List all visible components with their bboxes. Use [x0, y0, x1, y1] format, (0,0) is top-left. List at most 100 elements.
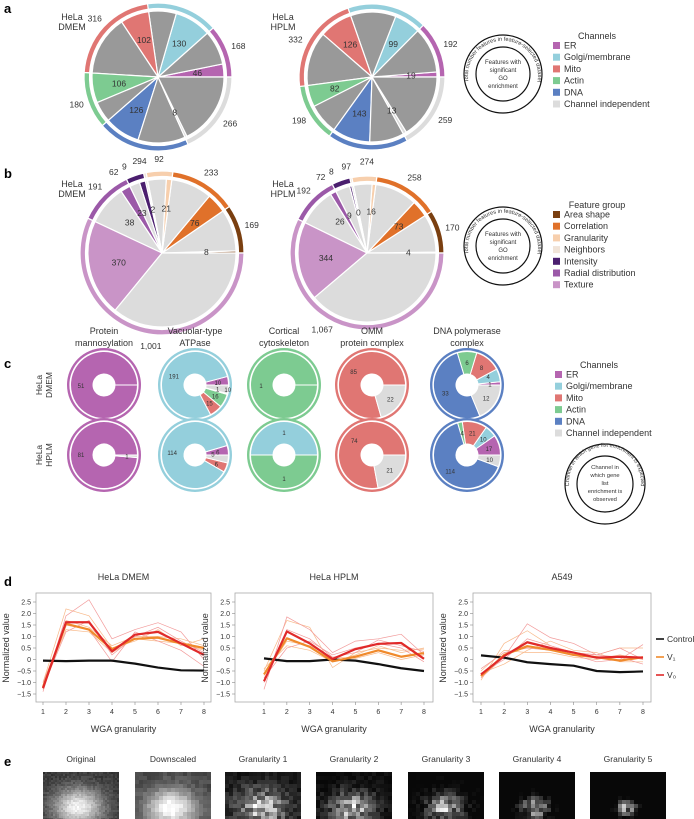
sig-label: 8 — [172, 108, 177, 118]
slice-label: 6 — [215, 462, 219, 468]
sig-label: 2 — [151, 204, 156, 214]
slice-label: 17 — [486, 447, 493, 453]
donut-omm-protein-complex-hplm: 74 21 — [335, 418, 409, 492]
inner-text-1: Features with — [485, 232, 521, 238]
slice-channel-independent — [374, 384, 407, 418]
outer-ring-channel-independent — [403, 76, 446, 142]
x-tick-label: 1 — [41, 709, 45, 716]
inner-text-4: enrichment — [488, 256, 518, 262]
legend-title: Feature group — [569, 200, 626, 210]
x-tick-label: 8 — [202, 709, 206, 716]
legend-title: Channels — [578, 31, 617, 41]
legend-label-neighbors: Neighbors — [564, 245, 606, 255]
x-tick-label: 4 — [110, 709, 114, 716]
legend-label-mito: Mito — [564, 64, 581, 74]
sig-label: 4 — [406, 247, 411, 257]
slice-label: 1 — [125, 455, 129, 461]
donut-vacuolar-type-atpase-hplm: 6 114 65 — [158, 418, 232, 492]
total-label: 168 — [231, 41, 245, 51]
total-label: 233 — [204, 168, 218, 178]
series-line-control — [263, 657, 425, 673]
inner-text-4: enrichment — [488, 84, 518, 90]
donut-protein-mannosylation-dmem: 51 — [67, 348, 141, 422]
y-tick-label: 0.5 — [220, 646, 230, 653]
y-tick-label: 1.0 — [21, 634, 31, 641]
column-title: mannosylation — [75, 338, 133, 348]
replicate-line-v1 — [263, 640, 425, 676]
plot-frame — [35, 592, 212, 703]
column-title: complex — [450, 338, 484, 348]
y-tick-label: 2.0 — [220, 611, 230, 618]
x-tick-label: 6 — [156, 709, 160, 716]
sig-label: 370 — [112, 258, 126, 268]
sig-label: 344 — [319, 253, 333, 263]
x-tick-label: 2 — [502, 709, 506, 716]
slice-label: 33 — [442, 392, 449, 398]
column-title: Vacuolar-type — [168, 326, 223, 336]
image-title: Granularity 2 — [330, 754, 379, 764]
slice-label: 12 — [483, 397, 490, 403]
slice-label: 6 — [465, 361, 469, 367]
x-tick-label: 1 — [479, 709, 483, 716]
column-title: protein complex — [340, 338, 404, 348]
legend-diagram-c: Channel in which gene list enrichment is… — [564, 443, 646, 525]
slice-er — [70, 421, 139, 489]
y-tick-label: 2.5 — [458, 600, 468, 607]
image-title: Original — [66, 754, 95, 764]
sig-label: 102 — [137, 35, 151, 45]
sig-label: 106 — [112, 78, 126, 88]
panel-label-b: b — [4, 166, 12, 181]
sig-label: 82 — [330, 83, 340, 93]
legend-label-granularity: Granularity — [564, 233, 609, 243]
sig-wedge-texture — [87, 220, 163, 312]
x-tick-label: 1 — [262, 709, 266, 716]
x-tick-label: 3 — [308, 709, 312, 716]
slice-label: 1 — [282, 477, 286, 483]
panel-label-c: c — [4, 356, 11, 371]
slice-channel-independent — [476, 454, 502, 468]
image-title: Downscaled — [150, 754, 197, 764]
legend-swatch-granularity — [553, 234, 560, 242]
outer-ring-granularity — [145, 170, 174, 179]
slice-channel-independent — [373, 454, 407, 489]
total-label: 92 — [154, 154, 164, 164]
series-line-v1 — [263, 637, 425, 676]
y-tick-label: 2.0 — [458, 611, 468, 618]
chart-title: HeLa DMEM — [98, 572, 150, 582]
inner-text-3: GO — [498, 76, 508, 82]
legend-swatch-actin — [555, 406, 562, 414]
inner-text-5: observed — [593, 497, 617, 503]
y-tick-label: −0.5 — [216, 669, 230, 676]
legend-swatch-er — [553, 42, 560, 49]
slice-label: 10 — [224, 388, 231, 394]
inner-text-4: enrichment is — [588, 489, 623, 495]
nonsig-wedge-texture — [313, 252, 437, 323]
x-axis-label: WGA granularity — [301, 724, 367, 734]
inner-text-2: significant — [490, 240, 517, 246]
total-label: 72 — [316, 172, 326, 182]
legend-line-label: V₀ — [667, 670, 677, 680]
series-line-v0 — [41, 621, 205, 689]
legend-label-intensity: Intensity — [564, 256, 598, 266]
legend-swatch-golgi-membrane — [555, 382, 562, 390]
pie-title: DMEM — [58, 22, 86, 32]
slice-label: 81 — [78, 453, 85, 459]
image-title: Granularity 1 — [239, 754, 288, 764]
granularity-image-original — [43, 772, 119, 819]
x-tick-label: 2 — [64, 709, 68, 716]
slice-mito — [338, 351, 407, 419]
legend-label-dna: DNA — [566, 416, 585, 426]
granularity-image-downscaled — [135, 772, 211, 819]
donut-protein-mannosylation-hplm: 81 1 — [67, 418, 141, 492]
row-label-line: HPLM — [44, 443, 54, 467]
slice-label: 21 — [469, 431, 476, 437]
replicate-line-v0 — [263, 616, 425, 690]
legend-swatch-dna — [555, 417, 562, 425]
legend-swatch-mito — [555, 394, 562, 402]
total-label: 258 — [407, 173, 421, 183]
legend-swatch-texture — [553, 281, 560, 289]
sig-label: 16 — [366, 207, 376, 217]
x-tick-label: 5 — [353, 709, 357, 716]
legend-swatch-channel-independent — [553, 100, 560, 108]
